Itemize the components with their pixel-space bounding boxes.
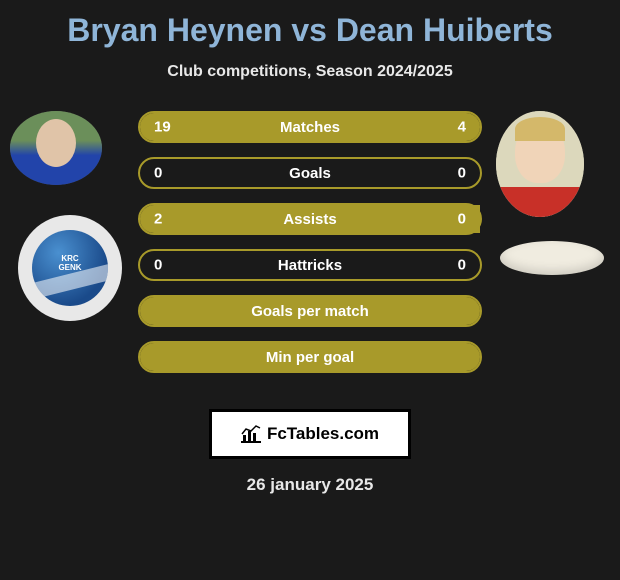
logo-text: FcTables.com [267, 424, 379, 444]
club-right-badge [500, 241, 604, 275]
stat-value-left: 0 [154, 165, 162, 182]
stat-fill-right [421, 113, 480, 141]
page-title: Bryan Heynen vs Dean Huiberts [0, 0, 620, 49]
stat-value-right: 0 [458, 257, 466, 274]
stat-label: Matches [280, 119, 340, 136]
stat-row: Min per goal [138, 341, 482, 373]
snapshot-date: 26 january 2025 [0, 475, 620, 495]
stat-value-right: 4 [458, 119, 466, 136]
player-left-avatar [10, 111, 102, 185]
stat-value-left: 2 [154, 211, 162, 228]
stat-value-left: 0 [154, 257, 162, 274]
stat-row: 0 0 Goals [138, 157, 482, 189]
player-right-avatar [496, 111, 584, 217]
stat-row: Goals per match [138, 295, 482, 327]
stat-row: 2 0 Assists [138, 203, 482, 235]
stat-row: 0 0 Hattricks [138, 249, 482, 281]
fctables-logo: FcTables.com [209, 409, 411, 459]
stat-label: Assists [283, 211, 336, 228]
stat-label: Min per goal [266, 349, 354, 366]
stat-row: 19 4 Matches [138, 111, 482, 143]
stat-label: Goals per match [251, 303, 369, 320]
page-subtitle: Club competitions, Season 2024/2025 [0, 63, 620, 81]
stat-value-left: 19 [154, 119, 171, 136]
stat-value-right: 0 [458, 165, 466, 182]
stat-bars: 19 4 Matches 0 0 Goals 2 0 Assists 0 0 Hattricks Goa… [138, 111, 482, 387]
comparison-panel: KRCGENK 19 4 Matches 0 0 Goals 2 0 Assists 0 0 Hatt… [0, 111, 620, 391]
stat-label: Hattricks [278, 257, 342, 274]
club-left-badge: KRCGENK [18, 215, 122, 321]
stat-label: Goals [289, 165, 331, 182]
stat-value-right: 0 [458, 211, 466, 228]
chart-icon [241, 425, 261, 443]
